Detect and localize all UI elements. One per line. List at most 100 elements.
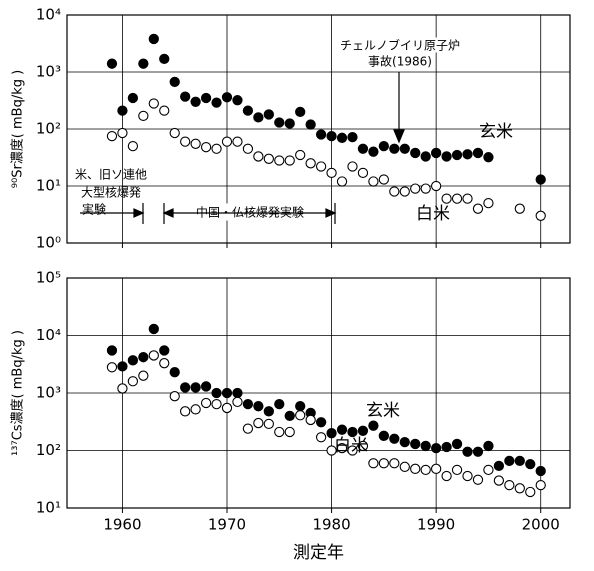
data-point [106,58,118,69]
data-point [389,433,400,444]
data-point [472,147,484,159]
data-point [462,193,473,204]
annotation: 中国・仏核爆発実験 [196,205,304,220]
data-point [295,149,306,161]
series-label: 白米 [416,204,450,224]
x-tick-label: 1980 [312,516,350,534]
data-point [483,464,494,476]
x-tick-label: 2000 [522,516,560,534]
data-point [389,458,400,469]
data-point [190,382,201,393]
data-point [504,455,515,467]
data-point [451,438,463,450]
data-point [263,406,274,417]
data-point [263,109,274,120]
data-point [430,180,442,192]
data-point [483,198,494,209]
data-point [420,183,431,194]
data-point [399,461,410,472]
data-point [347,426,358,438]
data-point [242,398,254,410]
data-point [221,387,233,399]
data-point [117,127,128,139]
y-tick-label: 10³ [36,63,61,81]
data-point [347,161,358,172]
data-point [200,397,212,409]
data-point [190,404,201,415]
data-point [472,446,484,457]
data-point [399,436,410,448]
data-point [451,464,463,476]
data-point [326,130,337,142]
y-tick-label: 10⁰ [36,234,61,252]
data-point [138,352,149,363]
data-point [525,486,536,498]
data-point [420,151,431,162]
data-point [430,442,442,454]
data-point [378,174,390,185]
arrow-head [325,208,337,218]
data-point [274,426,285,438]
annotation: 事故(1986) [368,54,432,69]
data-point [284,118,295,129]
data-point [305,414,316,426]
series-label: 玄米 [479,122,513,142]
data-point [430,463,442,474]
data-point [232,396,243,408]
data-point [138,370,149,381]
data-point [357,440,369,452]
data-point [441,151,452,162]
series-label: 白米 [334,436,368,456]
data-point [535,479,546,491]
data-point [253,112,264,123]
data-point [127,92,139,104]
arrow-head [133,208,145,218]
data-point [159,53,170,65]
data-point [326,445,337,456]
data-point [441,470,452,482]
data-point [399,143,410,154]
data-point [295,410,306,421]
data-point [180,406,191,417]
data-point [368,176,379,187]
y-tick-label: 10⁴ [36,6,61,24]
data-point [232,95,243,106]
data-point [347,131,358,143]
data-point [221,136,233,147]
x-tick-label: 1990 [417,516,455,534]
data-point [336,176,348,187]
y-tick-label: 10⁵ [36,269,61,287]
data-point [368,458,379,469]
data-point [441,441,452,453]
data-point [159,345,170,356]
data-point [399,186,410,197]
x-tick-label: 1960 [103,516,141,534]
data-point [514,455,525,467]
data-point [504,479,515,491]
data-point [535,174,546,185]
series-label: 玄米 [366,401,400,421]
y-tick-label: 10² [36,441,61,459]
data-point [514,483,525,494]
arrow-head [393,129,405,144]
data-point [451,193,463,204]
data-point [305,158,316,169]
data-point [148,33,159,45]
data-point [242,105,254,116]
data-point [117,105,128,116]
data-point [525,458,536,470]
annotation: 実験 [82,202,106,217]
data-point [180,382,191,393]
data-point [200,92,212,104]
data-point [148,350,159,361]
data-point [211,398,222,410]
data-point [274,155,285,166]
data-point [274,398,285,410]
data-point [378,430,390,441]
data-point [305,119,316,130]
data-point [368,146,379,157]
data-point [106,345,118,356]
data-point [232,136,243,147]
data-point [472,203,484,214]
data-point [127,376,139,387]
